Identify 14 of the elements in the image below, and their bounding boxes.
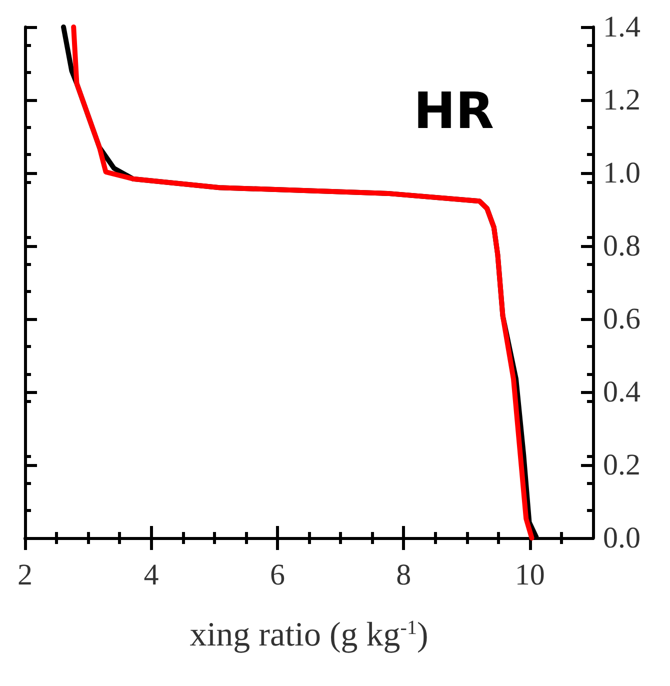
x-tick-label: 6 <box>270 558 285 592</box>
annotation: HR <box>414 82 494 140</box>
y-tick-label: 0.4 <box>603 376 640 408</box>
y-tick-label: 1.0 <box>603 156 640 190</box>
x-tick-label: 10 <box>514 558 545 592</box>
x-tick-label: 8 <box>396 558 412 592</box>
x-tick-label: 2 <box>18 558 32 592</box>
y-tick-label: 1.2 <box>603 84 640 116</box>
x-tick-label: 4 <box>144 558 159 592</box>
y-tick-label: 1.4 <box>603 10 640 44</box>
y-tick-label: 0.0 <box>603 522 640 554</box>
y-tick-label: 0.2 <box>603 448 640 482</box>
y-tick-label: 0.6 <box>603 302 640 336</box>
y-tick-label: 0.8 <box>603 230 640 262</box>
